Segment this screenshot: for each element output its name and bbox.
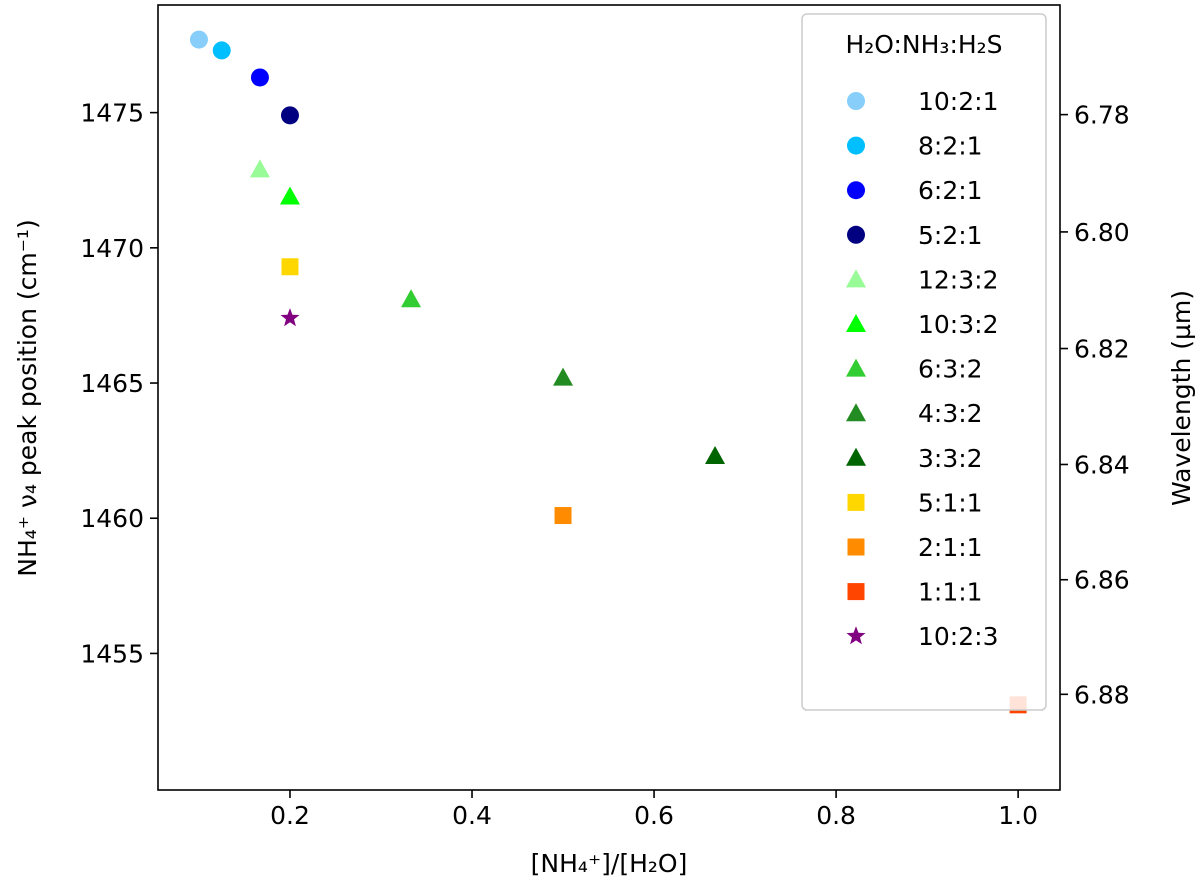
y-tick-label: 1465: [80, 369, 144, 398]
plot-frame: [157, 4, 1061, 791]
x-tick-label: 0.2: [270, 801, 310, 830]
legend-item: 10:3:2: [846, 310, 998, 339]
x-axis-label: [NH₄⁺]/[H₂O]: [531, 849, 688, 878]
y2-tick-label: 6.84: [1074, 450, 1130, 479]
x-axis: 0.2 0.4 0.6 0.8 1.0: [270, 790, 1038, 830]
legend-marker: [847, 225, 865, 244]
legend-marker: [846, 403, 866, 422]
legend-label: 10:2:3: [918, 622, 998, 651]
legend-item: 4:3:2: [846, 399, 983, 428]
legend-label: 5:2:1: [918, 221, 983, 250]
legend-marker: [846, 358, 866, 377]
legend-items: 10:2:1 8:2:1 6:2:1 5:2:1 12:3:2 10:3:2 6:3:2 4:…: [846, 87, 998, 651]
legend-item: 5:2:1: [847, 221, 983, 250]
legend-item: 3:3:2: [846, 444, 983, 473]
y-axis-label: NH₄⁺ ν₄ peak position (cm⁻¹): [13, 219, 42, 576]
data-point-12-3-2: [249, 159, 270, 178]
legend-title: H₂O:NH₃:H₂S: [845, 30, 1002, 59]
y2-tick-label: 6.82: [1074, 335, 1130, 364]
legend-label: 12:3:2: [918, 265, 998, 294]
legend-marker: [847, 538, 865, 556]
data-point-10-2-1: [189, 30, 208, 49]
legend-label: 1:1:1: [918, 578, 983, 607]
x-tick-label: 0.8: [816, 801, 856, 830]
legend-marker: [846, 626, 866, 645]
data-point-5-2-1: [280, 106, 299, 125]
y-tick-label: 1475: [80, 99, 144, 128]
legend-item: 12:3:2: [846, 265, 998, 294]
y-tick-label: 1470: [80, 234, 144, 263]
data-point-2-1-1: [554, 507, 572, 525]
legend-label: 4:3:2: [918, 399, 983, 428]
data-point-4-3-2: [553, 367, 574, 386]
x-tick-label: 1.0: [998, 801, 1038, 830]
y2-tick-label: 6.80: [1074, 218, 1130, 247]
legend-item: 1:1:1: [847, 578, 983, 607]
data-point-10-2-3: [280, 308, 300, 327]
legend-label: 6:2:1: [918, 176, 983, 205]
legend-item: 10:2:1: [847, 87, 998, 116]
legend-marker: [846, 269, 866, 288]
legend-item: 6:2:1: [847, 176, 983, 205]
x-tick-label: 0.4: [452, 801, 492, 830]
legend-marker: [846, 447, 866, 466]
legend-label: 5:1:1: [918, 488, 983, 517]
legend-item: 2:1:1: [847, 533, 983, 562]
data-point-3-3-2: [705, 446, 726, 465]
legend-label: 10:2:1: [918, 87, 998, 116]
y-tick-label: 1460: [80, 504, 144, 533]
data-point-10-3-2: [279, 186, 300, 205]
x-tick-label: 0.6: [634, 801, 674, 830]
legend-marker: [847, 136, 865, 155]
legend-item: 10:2:3: [846, 622, 998, 651]
legend-marker: [847, 92, 865, 110]
y2-tick-label: 6.86: [1074, 566, 1130, 595]
legend-marker: [846, 314, 866, 332]
legend-item: 6:3:2: [846, 355, 983, 384]
y2-axis: 6.78 6.80 6.82 6.84 6.86 6.88: [1060, 101, 1130, 709]
data-point-6-3-2: [401, 289, 422, 308]
y2-tick-label: 6.78: [1074, 101, 1130, 130]
legend-marker: [847, 181, 865, 200]
legend-label: 6:3:2: [918, 355, 983, 384]
data-point-8-2-1: [212, 41, 231, 60]
y2-tick-label: 6.88: [1074, 680, 1130, 709]
legend-item: 5:1:1: [847, 488, 983, 517]
legend-label: 10:3:2: [918, 310, 998, 339]
legend-label: 2:1:1: [918, 533, 983, 562]
legend-item: 8:2:1: [847, 132, 983, 161]
legend-label: 8:2:1: [918, 132, 983, 161]
legend-label: 3:3:2: [918, 444, 983, 473]
legend-marker: [847, 493, 865, 511]
y-tick-label: 1455: [80, 639, 144, 668]
y-axis: 1455 1460 1465 1470 1475: [80, 99, 158, 668]
data-point-5-1-1: [281, 258, 299, 276]
y2-axis-label: Wavelength (µm): [1167, 290, 1196, 506]
legend: H₂O:NH₃:H₂S 10:2:18:2:16:2:15:2:112:3:21…: [801, 13, 1047, 711]
data-point-6-2-1: [250, 68, 269, 87]
legend-marker: [847, 583, 865, 601]
